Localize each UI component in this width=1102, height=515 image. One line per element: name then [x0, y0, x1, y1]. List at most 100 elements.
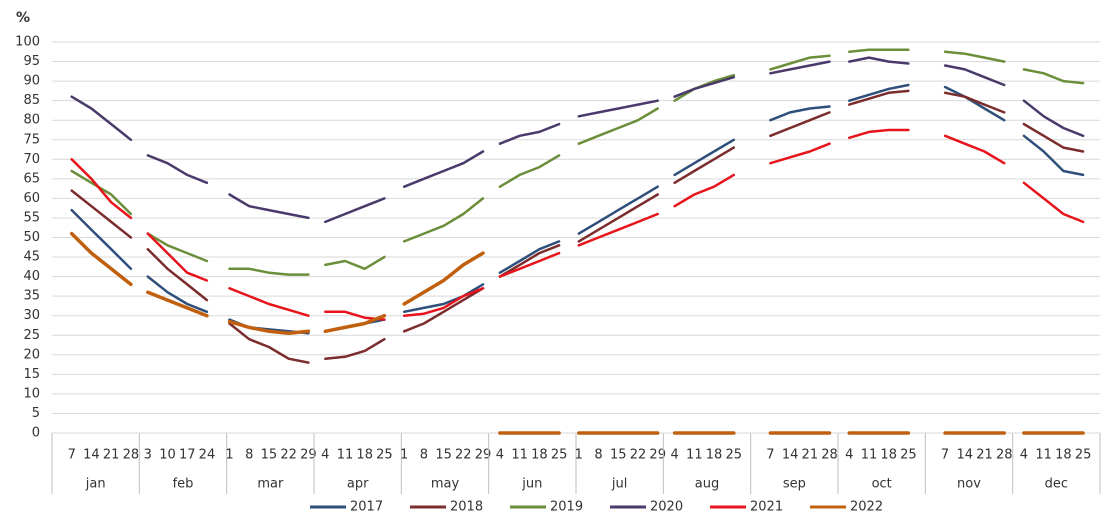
series-line	[228, 267, 310, 276]
series-line	[70, 158, 133, 220]
x-tick-label: 11	[337, 448, 354, 463]
x-tick-label: 21	[976, 448, 993, 463]
series-line	[769, 60, 831, 75]
x-tick-label: 25	[1075, 448, 1092, 463]
x-tick-label: 11	[686, 448, 703, 463]
y-tick-label: 80	[23, 113, 40, 128]
x-group-label: apr	[347, 477, 369, 492]
x-group-label: dec	[1045, 477, 1068, 492]
series-line	[227, 319, 311, 336]
x-tick-label: 21	[103, 448, 120, 463]
y-tick-label: 75	[23, 132, 40, 147]
y-tick-label: 10	[23, 386, 40, 401]
series-line	[673, 146, 736, 185]
series-line	[1022, 134, 1085, 177]
legend-label: 2022	[850, 500, 883, 515]
y-tick-label: 40	[23, 269, 40, 284]
series-line	[146, 275, 209, 314]
x-tick-label: 7	[68, 448, 76, 463]
x-tick-label: 10	[159, 448, 176, 463]
x-group-label: sep	[783, 477, 806, 492]
series-line	[402, 251, 485, 306]
y-unit: %	[16, 10, 30, 26]
x-tick-label: 14	[957, 448, 974, 463]
y-tick-label: 60	[23, 191, 40, 206]
series-line	[498, 122, 561, 145]
x-group-label: jan	[85, 477, 106, 492]
x-group-label: nov	[957, 477, 981, 492]
series-line	[402, 287, 485, 317]
series-line	[943, 134, 1006, 165]
x-tick-label: 18	[1055, 448, 1072, 463]
x-tick-label: 1	[400, 448, 408, 463]
x-tick-label: 8	[594, 448, 602, 463]
y-tick-label: 25	[23, 328, 40, 343]
series-line	[146, 154, 209, 185]
y-tick-label: 90	[23, 74, 40, 89]
x-tick-label: 4	[1020, 448, 1028, 463]
y-tick-label: 50	[23, 230, 40, 245]
series-line	[1022, 122, 1085, 153]
series-line	[228, 193, 310, 220]
series-line	[402, 150, 485, 188]
y-tick-label: 30	[23, 308, 40, 323]
series-line	[146, 232, 209, 282]
series-line	[769, 111, 831, 138]
series-line	[498, 244, 561, 278]
y-tick-label: 45	[23, 250, 40, 265]
x-tick-label: 22	[630, 448, 647, 463]
series-line	[943, 85, 1006, 122]
series-line	[69, 231, 133, 287]
x-tick-label: 15	[435, 448, 452, 463]
y-tick-label: 70	[23, 152, 40, 167]
series-line	[848, 128, 910, 140]
x-tick-label: 29	[300, 448, 317, 463]
x-tick-label: 18	[880, 448, 897, 463]
y-tick-label: 85	[23, 93, 40, 108]
series-line	[577, 193, 659, 243]
series-line	[848, 83, 910, 102]
x-tick-label: 17	[179, 448, 196, 463]
series-line	[943, 50, 1006, 63]
x-tick-label: 4	[496, 448, 504, 463]
legend-label: 2017	[350, 500, 383, 515]
series-line	[70, 169, 133, 216]
series-line	[943, 91, 1006, 114]
x-tick-label: 18	[531, 448, 548, 463]
x-tick-label: 7	[766, 448, 774, 463]
x-tick-label: 14	[83, 448, 100, 463]
x-group-label: oct	[872, 477, 892, 492]
series-line	[577, 99, 659, 118]
x-tick-label: 18	[356, 448, 373, 463]
series-line	[324, 337, 386, 360]
y-tick-label: 95	[23, 54, 40, 69]
series-line	[70, 189, 133, 239]
legend-label: 2021	[750, 500, 783, 515]
series-line	[1022, 99, 1085, 138]
series-line	[848, 56, 910, 65]
x-tick-label: 29	[475, 448, 492, 463]
x-tick-label: 15	[610, 448, 627, 463]
x-tick-label: 15	[261, 448, 278, 463]
y-tick-label: 35	[23, 289, 40, 304]
series-line	[943, 64, 1006, 87]
x-group-label: aug	[695, 477, 719, 492]
x-group-label: feb	[173, 477, 194, 492]
series-line	[577, 212, 659, 247]
y-tick-label: 55	[23, 210, 40, 225]
x-tick-label: 25	[376, 448, 393, 463]
series-line	[402, 197, 485, 243]
series-line	[577, 107, 659, 145]
x-tick-label: 28	[821, 448, 838, 463]
y-tick-label: 5	[32, 406, 40, 421]
series-line	[324, 197, 386, 224]
x-tick-label: 11	[1035, 448, 1052, 463]
series-line	[324, 255, 386, 271]
x-tick-label: 25	[725, 448, 742, 463]
series-line	[228, 322, 310, 364]
x-tick-label: 3	[144, 448, 152, 463]
x-group-label: may	[431, 477, 460, 492]
x-tick-label: 29	[649, 448, 666, 463]
series-line	[673, 138, 736, 177]
x-tick-label: 11	[511, 448, 528, 463]
